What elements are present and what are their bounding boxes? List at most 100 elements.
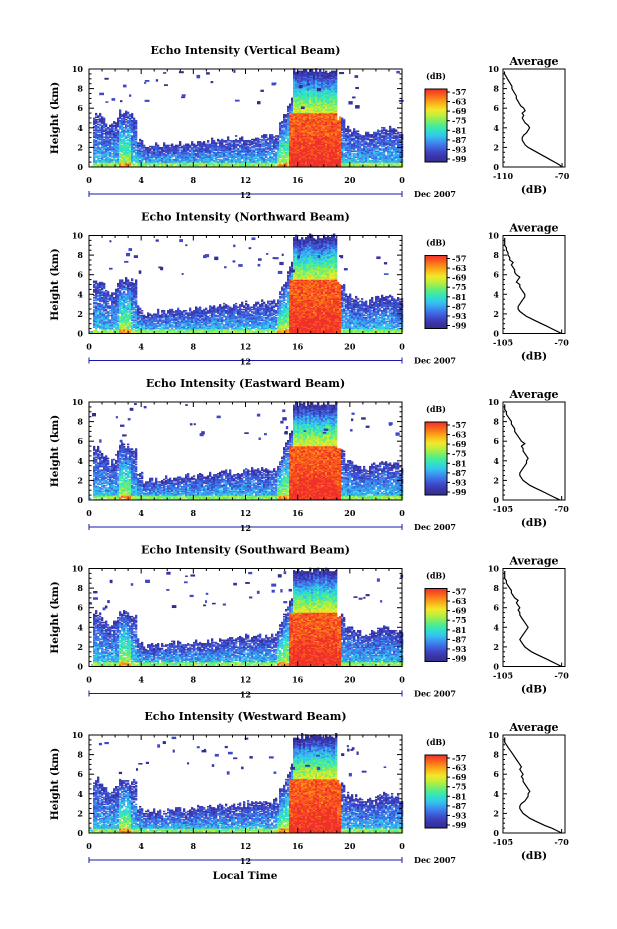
echo-cell (127, 115, 129, 117)
echo-cell (265, 151, 267, 153)
echo-cell (139, 139, 141, 141)
echo-cell (115, 142, 117, 144)
echo-cell (341, 118, 343, 120)
echo-cell (131, 113, 133, 115)
echo-cell (125, 124, 127, 126)
echo-cell (173, 159, 175, 161)
echo-cell (99, 141, 101, 143)
echo-cell (149, 148, 151, 150)
echo-cell (285, 114, 287, 116)
echo-cell (181, 146, 183, 148)
echo-cell (185, 144, 187, 146)
echo-cell (135, 149, 137, 151)
echo-cell (169, 145, 171, 147)
echo-cell (227, 142, 229, 144)
echo-cell (257, 158, 259, 160)
echo-cell (225, 154, 227, 156)
echo-cell (137, 149, 139, 151)
echo-cell (103, 133, 105, 135)
echo-cell (283, 114, 285, 116)
echo-cell (263, 158, 265, 160)
echo-cell (153, 146, 155, 148)
echo-cell (109, 152, 111, 154)
echo-cell (287, 138, 289, 140)
echo-cell (365, 146, 367, 148)
echo-cell (317, 72, 319, 74)
echo-cell (117, 144, 119, 146)
echo-cell (353, 138, 355, 140)
echo-cell (129, 134, 131, 136)
echo-cell (283, 155, 285, 157)
panel-title: Echo Intensity (Vertical Beam) (150, 44, 340, 57)
echo-cell (231, 151, 233, 153)
echo-cell (203, 141, 205, 143)
echo-cell (255, 142, 257, 144)
echo-cell (109, 125, 111, 127)
echo-cell (267, 142, 269, 144)
echo-cell (355, 159, 357, 161)
echo-cell (255, 138, 257, 140)
echo-cell (221, 159, 223, 161)
echo-cell (313, 72, 315, 74)
echo-cell (349, 134, 351, 136)
echo-cell (127, 112, 129, 114)
echo-cell (329, 72, 331, 74)
echo-cell (231, 144, 233, 146)
echo-cell (139, 148, 141, 150)
echo-cell (199, 141, 201, 143)
echo-cell (251, 141, 253, 143)
echo-cell (355, 153, 357, 155)
echo-cell (343, 153, 345, 155)
echo-cell (279, 159, 281, 161)
echo-cell (259, 141, 261, 143)
echo-cell (377, 158, 379, 160)
echo-cell (365, 132, 367, 134)
echo-cell (241, 136, 243, 138)
echo-cell (101, 116, 103, 118)
echo-cell (285, 119, 287, 121)
echo-cell (307, 72, 309, 74)
echo-cell (369, 160, 371, 162)
echo-cell (253, 145, 255, 147)
echo-cell (263, 148, 265, 150)
echo-cell (361, 144, 363, 146)
echo-cell (369, 139, 371, 141)
echo-cell (113, 131, 115, 133)
echo-cell (367, 148, 369, 150)
echo-cell (295, 72, 297, 74)
echo-cell (257, 148, 259, 150)
echo-cell (213, 140, 215, 142)
echo-cell (139, 142, 141, 144)
echo-cell (305, 69, 307, 71)
echo-cell (107, 136, 109, 138)
echo-cell (277, 141, 279, 143)
echo-cell (229, 159, 231, 161)
echo-cell (267, 138, 269, 140)
echo-cell (121, 118, 123, 120)
echo-cell (251, 149, 253, 151)
echo-cell (225, 162, 227, 164)
echo-cell (379, 161, 381, 163)
echo-cell (103, 159, 105, 161)
echo-cell (179, 149, 181, 151)
echo-cell (97, 141, 99, 143)
echo-cell (117, 118, 119, 120)
echo-cell (169, 147, 171, 149)
echo-cell (281, 149, 283, 151)
echo-cell (97, 124, 99, 126)
echo-cell (115, 159, 117, 161)
echo-cell (97, 164, 99, 166)
echo-cell (299, 71, 301, 73)
echo-cell (123, 138, 125, 140)
echo-cell (241, 154, 243, 156)
echo-cell (277, 164, 279, 166)
echo-cell (115, 122, 117, 124)
echo-cell (341, 134, 343, 136)
echo-cell (97, 129, 99, 131)
echo-cell (341, 138, 343, 140)
echo-cell (219, 152, 221, 154)
echo-cell (119, 109, 121, 111)
echo-cell (113, 162, 115, 164)
echo-cell (99, 155, 101, 157)
echo-cell (375, 132, 377, 134)
